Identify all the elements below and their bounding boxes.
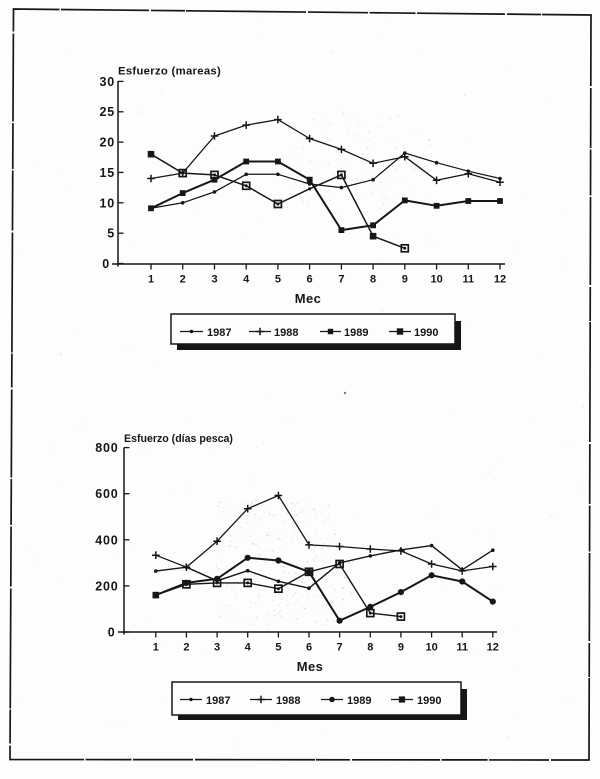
svg-text:30: 30 — [99, 75, 115, 89]
svg-text:1988: 1988 — [274, 327, 298, 339]
svg-text:11: 11 — [462, 274, 474, 286]
svg-text:6: 6 — [307, 274, 313, 286]
svg-text:25: 25 — [99, 105, 115, 119]
svg-text:11: 11 — [456, 642, 468, 654]
svg-text:5: 5 — [275, 642, 281, 654]
svg-text:7: 7 — [337, 642, 343, 654]
svg-text:4: 4 — [245, 642, 252, 654]
svg-text:5: 5 — [107, 227, 115, 241]
svg-text:6: 6 — [306, 642, 312, 654]
svg-text:12: 12 — [487, 642, 499, 654]
svg-text:2: 2 — [180, 274, 186, 286]
svg-text:0: 0 — [102, 257, 110, 271]
svg-text:8: 8 — [367, 642, 373, 654]
svg-text:0: 0 — [108, 626, 116, 640]
svg-text:400: 400 — [95, 533, 118, 547]
svg-text:Esfuerzo (días pesca): Esfuerzo (días pesca) — [124, 433, 233, 445]
svg-text:12: 12 — [494, 274, 506, 286]
svg-text:1987: 1987 — [206, 695, 230, 707]
svg-text:1988: 1988 — [276, 695, 300, 707]
svg-text:800: 800 — [95, 441, 118, 455]
svg-text:7: 7 — [338, 274, 344, 286]
svg-text:200: 200 — [95, 579, 118, 593]
svg-text:1: 1 — [153, 642, 159, 654]
svg-text:1987: 1987 — [207, 327, 231, 339]
svg-text:3: 3 — [214, 642, 220, 654]
svg-text:10: 10 — [430, 274, 442, 286]
svg-text:10: 10 — [425, 642, 437, 654]
svg-text:1: 1 — [148, 274, 154, 286]
svg-text:15: 15 — [99, 166, 115, 180]
svg-text:5: 5 — [275, 274, 281, 286]
svg-text:4: 4 — [243, 274, 250, 286]
svg-text:1990: 1990 — [417, 695, 441, 707]
svg-text:10: 10 — [99, 196, 115, 210]
svg-text:3: 3 — [211, 274, 217, 286]
svg-text:8: 8 — [370, 274, 376, 286]
svg-text:Mes: Mes — [297, 659, 324, 674]
svg-text:1989: 1989 — [347, 695, 371, 707]
svg-text:9: 9 — [402, 274, 408, 286]
svg-text:600: 600 — [95, 487, 118, 501]
svg-text:2: 2 — [183, 642, 189, 654]
svg-text:1989: 1989 — [344, 327, 368, 339]
svg-text:1990: 1990 — [414, 327, 438, 339]
svg-text:Esfuerzo (mareas): Esfuerzo (mareas) — [118, 66, 221, 78]
svg-text:20: 20 — [99, 136, 115, 150]
svg-text:9: 9 — [398, 642, 404, 654]
svg-text:Mec: Mec — [295, 291, 322, 306]
